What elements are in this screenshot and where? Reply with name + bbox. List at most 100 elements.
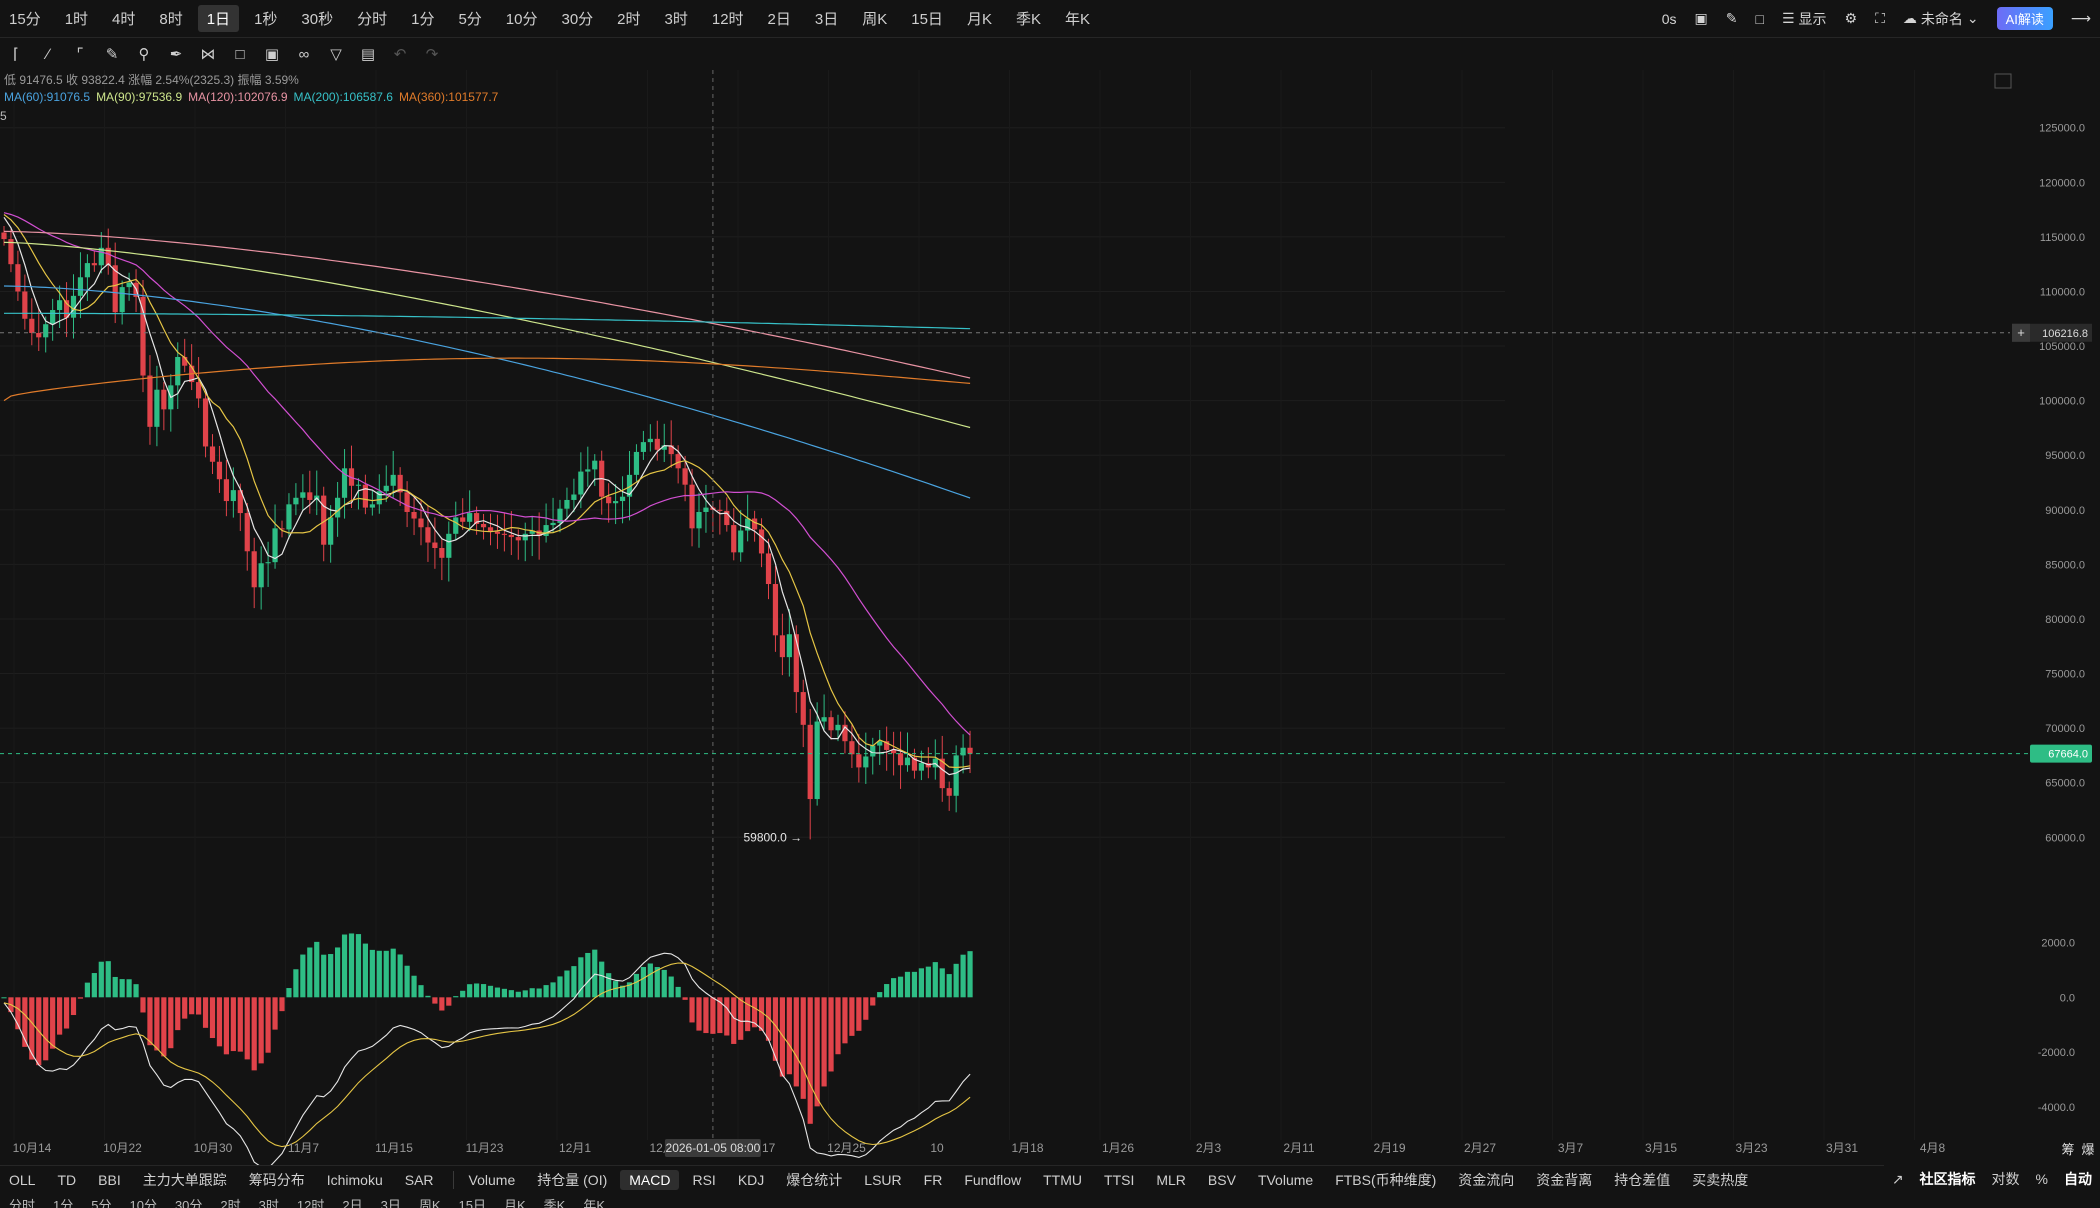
timeframe-17[interactable]: 周K — [862, 11, 888, 28]
bottom-timeframe[interactable]: 10分 — [129, 1198, 157, 1208]
candle-body — [390, 474, 396, 486]
bottom-timeframe[interactable]: 5分 — [91, 1198, 112, 1208]
expand-icon[interactable] — [1994, 73, 2012, 89]
indicator-tab[interactable]: 资金背离 — [1536, 1172, 1593, 1188]
indicator-tab[interactable]: Fundflow — [964, 1172, 1022, 1188]
indicator-tab[interactable]: OLL — [9, 1172, 36, 1188]
candle-body — [182, 356, 188, 366]
bottom-timeframe[interactable]: 季K — [543, 1198, 566, 1208]
pattern-icon[interactable]: ⋈ — [200, 46, 216, 63]
timeframe-7[interactable]: 分时 — [357, 11, 388, 28]
share-icon[interactable]: ⟶ — [2070, 10, 2091, 26]
community-indicator-button[interactable]: 社区指标 — [1919, 1171, 1976, 1187]
indicator-tab[interactable]: KDJ — [737, 1172, 765, 1188]
indicator-tab[interactable]: TVolume — [1257, 1172, 1314, 1188]
bottom-timeframe[interactable]: 1分 — [53, 1198, 74, 1208]
bottom-timeframe[interactable]: 年K — [583, 1198, 605, 1208]
indicator-tab[interactable]: Volume — [468, 1172, 516, 1188]
bottom-timeframe[interactable]: 3日 — [380, 1198, 401, 1208]
indicator-tab[interactable]: MLR — [1156, 1172, 1186, 1188]
timeframe-15[interactable]: 2日 — [767, 11, 791, 28]
timeframe-10[interactable]: 10分 — [505, 11, 538, 28]
timeframe-1[interactable]: 1时 — [64, 11, 89, 28]
indicator-tab[interactable]: BBI — [98, 1172, 121, 1188]
pen-icon[interactable]: ✎ — [1725, 10, 1738, 26]
settings-icon[interactable]: ⚙ — [1844, 10, 1858, 26]
timeframe-16[interactable]: 3日 — [814, 11, 839, 28]
link-icon[interactable]: ∞ — [298, 45, 310, 63]
percent-scale-button[interactable]: % — [2035, 1171, 2048, 1187]
indicator-tab[interactable]: Ichimoku — [326, 1172, 383, 1188]
log-scale-button[interactable]: 对数 — [1991, 1171, 2020, 1187]
ma-legend-item: MA(60):91076.5 — [4, 90, 91, 104]
bottom-timeframe[interactable]: 周K — [418, 1198, 441, 1208]
lock-icon[interactable]: □ — [235, 45, 245, 63]
bottom-timeframe[interactable]: 12时 — [296, 1198, 325, 1208]
indicator-tab[interactable]: FR — [923, 1172, 943, 1188]
timeframe-6[interactable]: 30秒 — [301, 11, 334, 28]
indicator-tab[interactable]: 持仓差值 — [1614, 1172, 1671, 1188]
redo-icon[interactable]: ↷ — [425, 46, 439, 63]
timeframe-5[interactable]: 1秒 — [254, 11, 278, 28]
timeframe-4[interactable]: 1日 — [197, 5, 240, 32]
crop-icon[interactable]: ⌜ — [76, 46, 84, 63]
indicator-tab[interactable]: LSUR — [864, 1172, 902, 1188]
timeframe-0[interactable]: 15分 — [9, 11, 41, 28]
bottom-timeframe[interactable]: 分时 — [9, 1198, 36, 1208]
bottom-timeframe[interactable]: 15日 — [458, 1198, 486, 1208]
auto-scale-button[interactable]: 自动 — [2064, 1171, 2092, 1187]
timeframe-13[interactable]: 3时 — [664, 11, 688, 28]
ai-interpret-button[interactable]: AI解读 — [1996, 7, 2053, 30]
candle-body — [675, 454, 681, 469]
camera-icon[interactable]: ▣ — [1694, 10, 1708, 26]
bottom-timeframe[interactable]: 30分 — [174, 1198, 203, 1208]
kline-chart[interactable]: 125000.0 120000.0 115000.0 110000.0 105000.0… — [0, 0, 2100, 1165]
indicator-tab[interactable]: 筹码分布 — [248, 1172, 305, 1188]
bottom-timeframe[interactable]: 3时 — [258, 1198, 279, 1208]
layout-name-button[interactable]: ☁ 未命名 ⌄ — [1903, 9, 1979, 29]
candle-body — [765, 553, 772, 585]
indicator-tab[interactable]: TTSI — [1104, 1172, 1135, 1188]
comment-icon[interactable]: □ — [1755, 10, 1764, 27]
timeframe-21[interactable]: 年K — [1064, 11, 1090, 28]
bottom-timeframe[interactable]: 2时 — [220, 1198, 241, 1208]
trendline-icon[interactable]: ∕ — [46, 45, 50, 63]
filter-icon[interactable]: ▽ — [330, 46, 342, 63]
undo-icon[interactable]: ↶ — [393, 46, 407, 63]
indicator-tab[interactable]: 持仓量 (OI) — [537, 1172, 608, 1188]
fullscreen-icon[interactable]: ⛶ — [1875, 10, 1885, 26]
indicator-tab[interactable]: TTMU — [1043, 1172, 1083, 1188]
timeframe-2[interactable]: 4时 — [112, 11, 136, 28]
add-icon[interactable] — [2012, 323, 2030, 342]
timeframe-3[interactable]: 8时 — [159, 11, 183, 28]
timeframe-12[interactable]: 2时 — [617, 11, 641, 28]
link-icon[interactable]: ↗ — [1891, 1170, 1904, 1187]
timeframe-14[interactable]: 12时 — [711, 11, 744, 28]
display-button[interactable]: ☰ 显示 — [1782, 9, 1827, 29]
timeframe-20[interactable]: 季K — [1015, 11, 1041, 28]
ruler-icon[interactable]: ✎ — [105, 46, 119, 63]
indicator-tab[interactable]: 爆仓统计 — [786, 1172, 843, 1188]
indicator-tab[interactable]: MACD — [620, 1170, 680, 1190]
candle-body — [321, 495, 327, 545]
trash-icon[interactable]: ▤ — [360, 46, 376, 63]
indicator-tab[interactable]: 资金流向 — [1458, 1172, 1515, 1188]
brush-icon[interactable]: ✒ — [169, 46, 183, 63]
indicator-tab[interactable]: FTBS(币种维度) — [1335, 1172, 1437, 1188]
timeframe-18[interactable]: 15日 — [911, 11, 943, 28]
indicator-tab[interactable]: 买卖热度 — [1692, 1172, 1749, 1188]
indicator-tab[interactable]: SAR — [404, 1172, 434, 1188]
indicator-tab[interactable]: TD — [57, 1172, 77, 1188]
indicator-tab[interactable]: BSV — [1207, 1172, 1236, 1188]
hide-icon[interactable]: ▣ — [264, 46, 280, 63]
timeframe-11[interactable]: 30分 — [561, 11, 594, 28]
timeframe-9[interactable]: 5分 — [458, 11, 482, 28]
indicator-tab[interactable]: 主力大单跟踪 — [142, 1172, 227, 1188]
bottom-timeframe[interactable]: 月K — [503, 1198, 526, 1208]
cursor-icon[interactable]: ⌈ — [13, 46, 19, 63]
bottom-timeframe[interactable]: 2日 — [342, 1198, 363, 1208]
timeframe-19[interactable]: 月K — [966, 11, 992, 28]
indicator-tab[interactable]: RSI — [692, 1172, 716, 1188]
magnet-icon[interactable]: ⚲ — [138, 46, 150, 63]
timeframe-8[interactable]: 1分 — [411, 11, 435, 28]
